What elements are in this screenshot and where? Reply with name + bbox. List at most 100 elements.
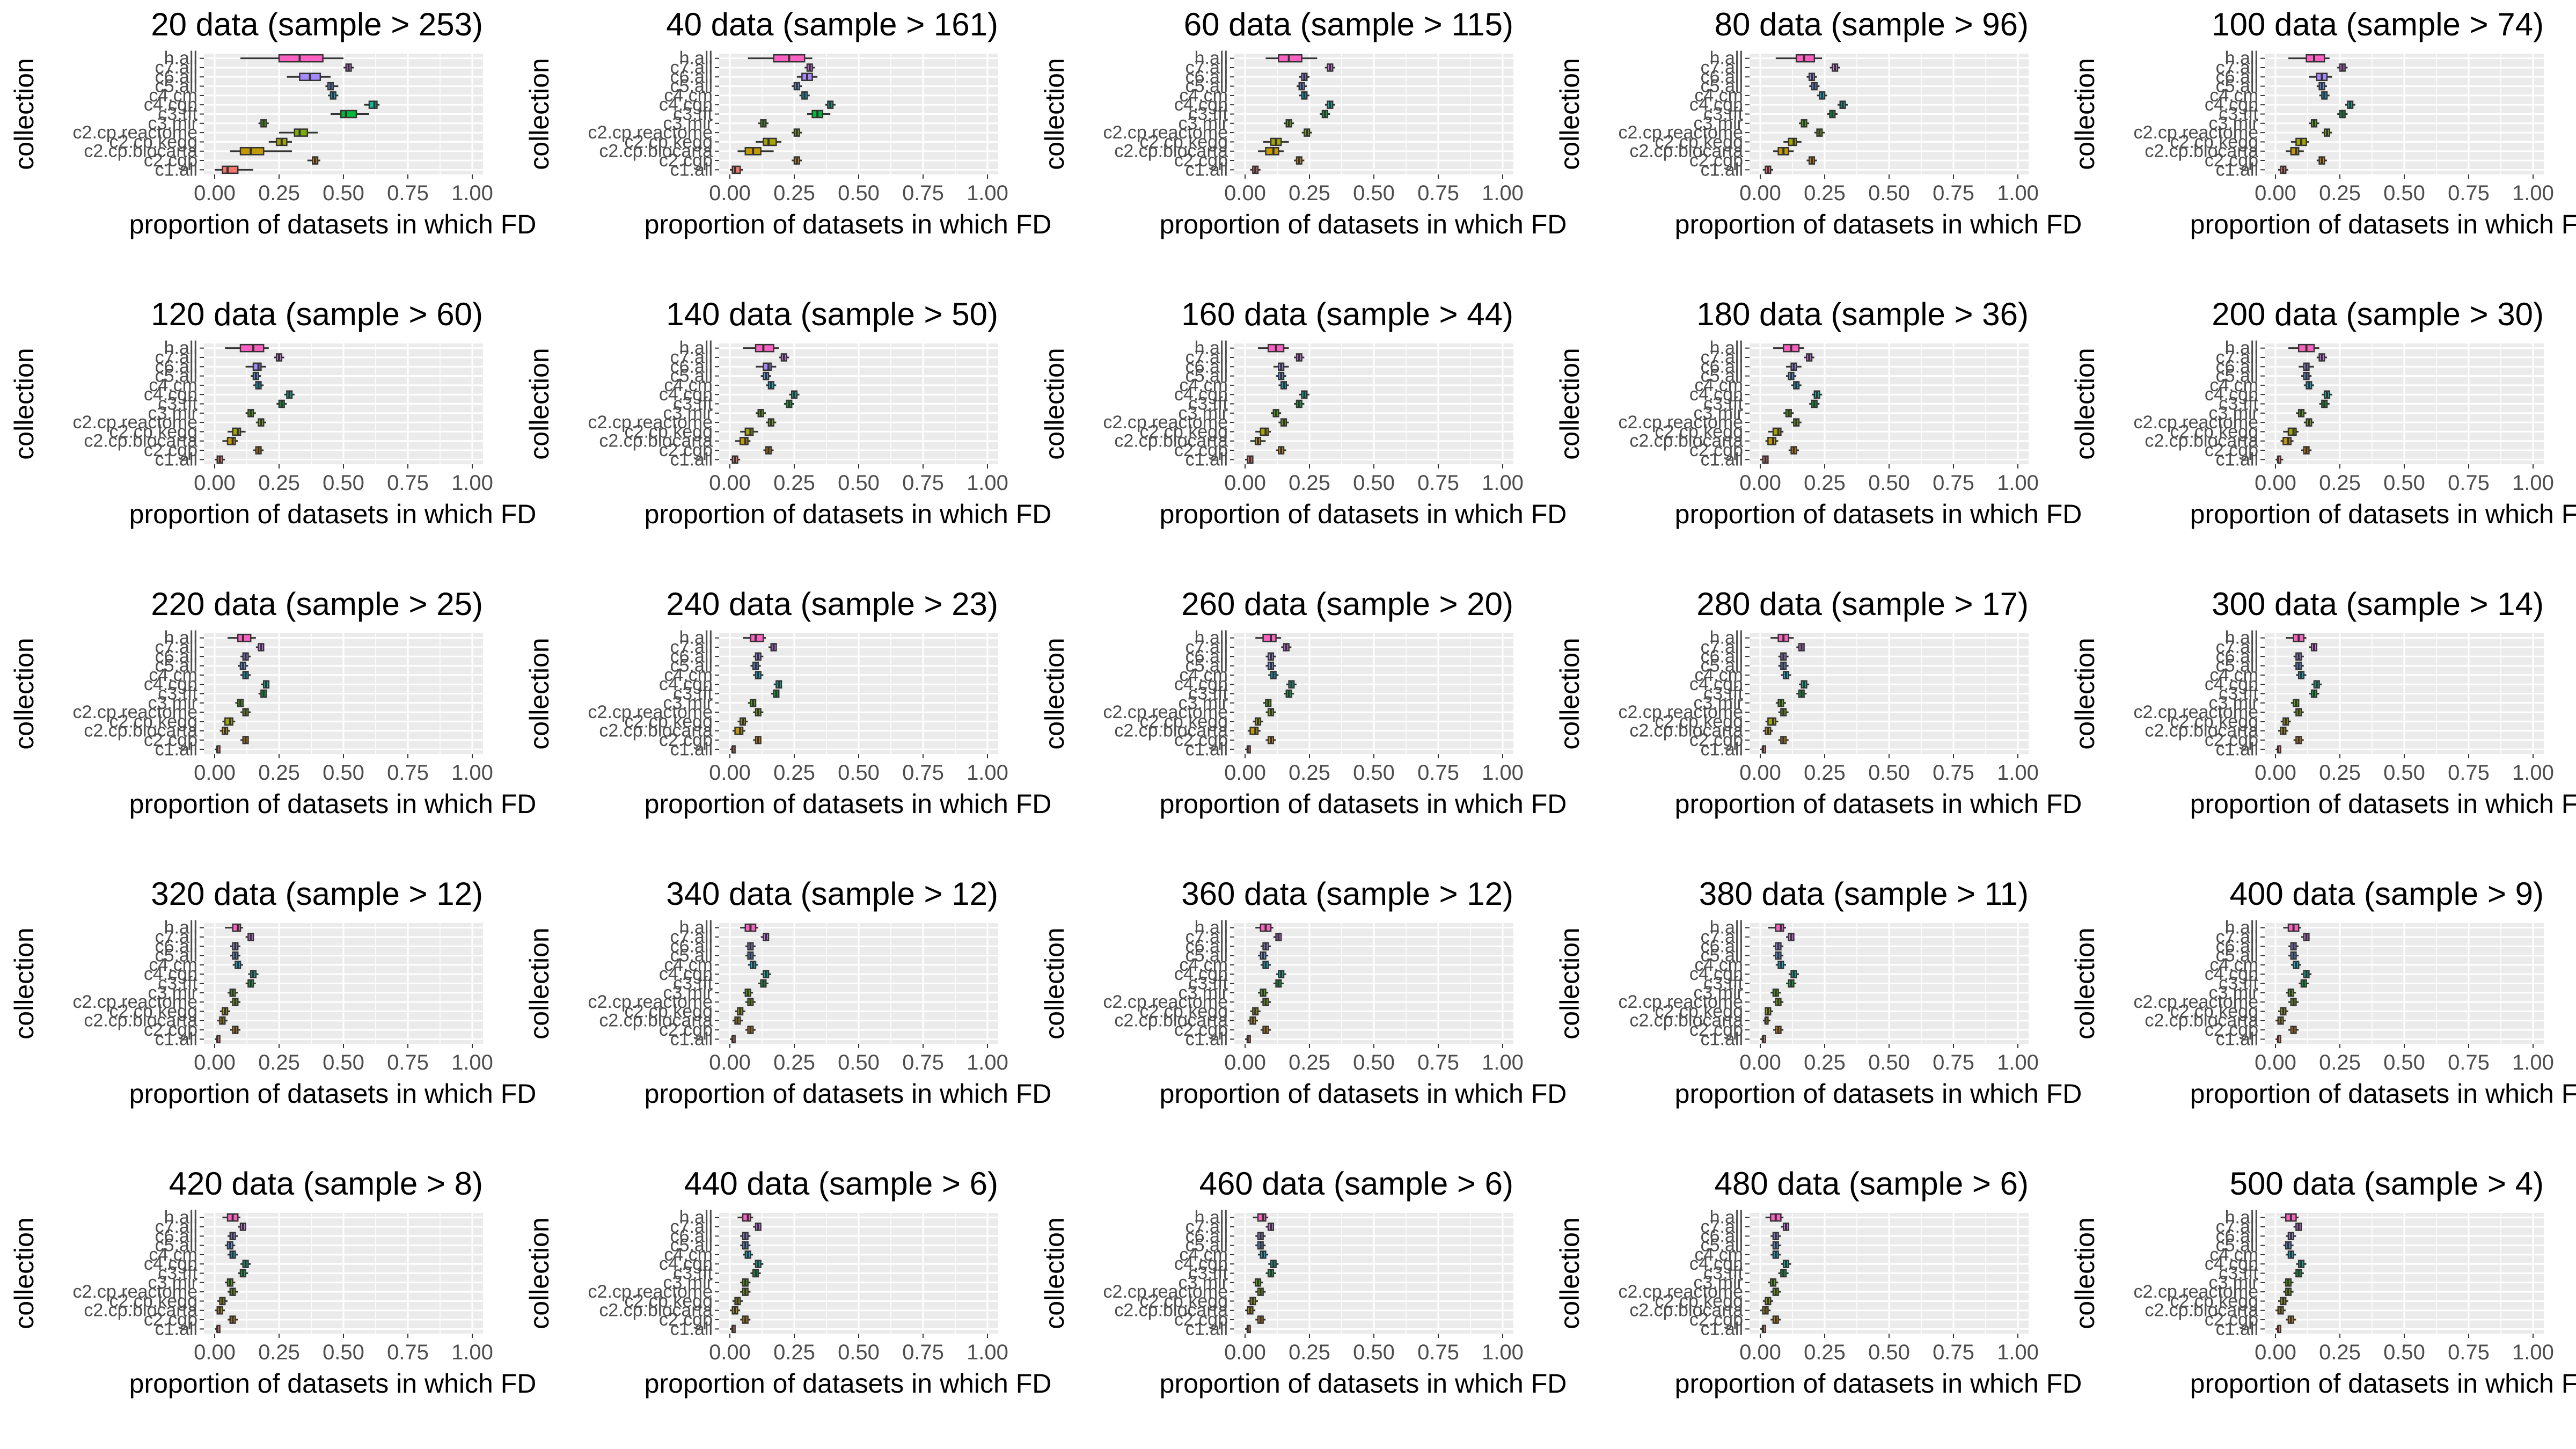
- category-tick-label: c2.cp.kegg: [1140, 711, 1228, 731]
- facet-panel: 500 data (sample > 4) h.allc7.allc6.allc5…: [2070, 1166, 2576, 1399]
- facet-title: 400 data (sample > 9): [2230, 876, 2544, 912]
- category-tick-label: h.all: [164, 628, 197, 648]
- category-tick-label: c5.all: [155, 1235, 197, 1256]
- category-tick-label: c3.tft: [673, 394, 713, 414]
- x-tick-label: 0.25: [773, 761, 815, 785]
- y-axis-title: collection: [1555, 348, 1585, 459]
- category-tick-label: c6.all: [2216, 356, 2258, 377]
- category-tick-label: c4.cgn: [2205, 674, 2258, 694]
- category-tick-label: c1.all: [155, 739, 197, 759]
- category-tick-label: c4.cgn: [144, 1254, 197, 1274]
- category-tick-label: c1.all: [670, 159, 713, 180]
- box-iqr: [734, 726, 744, 735]
- category-tick-label: c6.all: [1701, 646, 1743, 667]
- x-tick-label: 0.75: [902, 471, 944, 495]
- category-tick-label: c2.cp.reactome: [588, 992, 713, 1012]
- category-tick-label: c1.all: [1185, 1029, 1228, 1049]
- x-tick-label: 0.25: [1804, 1051, 1846, 1074]
- category-tick-label: c3.mir: [663, 403, 713, 423]
- box-iqr: [224, 717, 233, 726]
- category-tick-label: c2.cp.biocarta: [599, 1011, 713, 1031]
- x-tick-label: 0.00: [2255, 181, 2296, 205]
- category-tick-label: c4.cgn: [1689, 964, 1743, 984]
- x-tick-label: 0.25: [2319, 471, 2361, 495]
- category-tick-label: c3.tft: [1188, 104, 1228, 125]
- box-iqr: [1257, 1213, 1267, 1222]
- x-axis-title: proportion of datasets in which FD: [1675, 1368, 2082, 1399]
- category-tick-label: c2.cp.biocarta: [1629, 1300, 1743, 1321]
- category-tick-label: c7.all: [1185, 57, 1228, 78]
- category-tick-label: c3.tft: [1703, 104, 1743, 125]
- category-tick-label: c1.all: [670, 1029, 713, 1049]
- category-tick-label: c2.cp.kegg: [109, 131, 197, 152]
- category-tick-label: c4.cm: [149, 955, 197, 975]
- category-tick-label: c7.all: [155, 347, 197, 368]
- facet-title: 20 data (sample > 253): [151, 6, 483, 42]
- category-tick-label: c3.mir: [663, 693, 713, 713]
- box-iqr: [1262, 633, 1277, 642]
- category-tick-label: c4.cm: [149, 375, 197, 396]
- category-tick-label: c3.mir: [663, 113, 713, 134]
- category-tick-label: c2.cgp: [2205, 440, 2258, 460]
- x-tick-label: 0.00: [1739, 1051, 1781, 1074]
- category-tick-label: h.all: [2225, 1208, 2258, 1228]
- box-iqr: [368, 100, 378, 109]
- facet-title: 60 data (sample > 115): [1184, 6, 1513, 42]
- category-tick-label: c3.tft: [2219, 974, 2258, 994]
- y-axis-title: collection: [9, 927, 39, 1039]
- category-tick-label: c2.cp.kegg: [1655, 131, 1743, 152]
- category-tick-label: h.all: [1710, 338, 1743, 358]
- category-tick-label: c2.cp.reactome: [2134, 412, 2258, 433]
- x-tick-label: 0.50: [1353, 1051, 1395, 1074]
- box-iqr: [232, 923, 241, 932]
- category-tick-label: c2.cgp: [1174, 730, 1228, 750]
- category-tick-label: c2.cp.reactome: [73, 412, 197, 433]
- x-tick-label: 1.00: [1997, 1051, 2039, 1074]
- x-tick-label: 0.25: [773, 181, 815, 205]
- category-tick-label: c5.all: [1185, 76, 1228, 97]
- x-tick-label: 0.25: [1289, 471, 1330, 495]
- x-tick-label: 1.00: [451, 1341, 493, 1364]
- category-tick-label: c2.cgp: [1174, 150, 1228, 171]
- x-tick-label: 0.00: [709, 471, 751, 495]
- category-tick-label: c3.tft: [1703, 1263, 1743, 1284]
- facet-title: 240 data (sample > 23): [666, 586, 998, 622]
- category-tick-label: c4.cgn: [659, 94, 713, 115]
- facet-panel: 380 data (sample > 11)h.allc7.allc6.allc…: [1555, 876, 2082, 1109]
- facet-title: 380 data (sample > 11): [1699, 876, 2029, 912]
- category-tick-label: c2.cp.kegg: [625, 421, 713, 442]
- x-tick-label: 0.75: [1417, 471, 1459, 495]
- category-tick-label: c2.cp.biocarta: [599, 141, 713, 162]
- category-tick-label: c6.all: [670, 356, 713, 377]
- box-iqr: [1249, 726, 1259, 735]
- x-axis-title: proportion of datasets in which FD: [645, 1368, 1052, 1399]
- category-tick-label: c4.cm: [1694, 375, 1743, 396]
- facet-title: 320 data (sample > 12): [151, 876, 483, 912]
- category-tick-label: c2.cp.reactome: [2134, 122, 2258, 143]
- x-axis-title: proportion of datasets in which FD: [1675, 499, 2082, 529]
- category-tick-label: c7.all: [2216, 927, 2258, 947]
- x-tick-label: 0.50: [1868, 761, 1910, 785]
- category-tick-label: c7.all: [1701, 347, 1743, 368]
- category-tick-label: c1.all: [1701, 739, 1743, 759]
- x-tick-label: 0.00: [1739, 1341, 1781, 1364]
- x-tick-label: 0.25: [258, 471, 300, 495]
- facet-title: 120 data (sample > 60): [151, 296, 483, 332]
- box-iqr: [1278, 54, 1302, 63]
- category-tick-label: c1.all: [155, 159, 197, 180]
- category-tick-label: c2.cp.reactome: [73, 992, 197, 1012]
- category-tick-label: c2.cp.kegg: [109, 1001, 197, 1021]
- x-tick-label: 0.00: [2255, 1341, 2296, 1364]
- category-tick-label: c2.cp.reactome: [1619, 702, 1743, 722]
- category-tick-label: c2.cgp: [2205, 1309, 2258, 1330]
- category-tick-label: c2.cgp: [659, 150, 713, 171]
- category-tick-label: c7.all: [1185, 347, 1228, 368]
- category-tick-label: c2.cgp: [1689, 440, 1743, 460]
- category-tick-label: c4.cm: [1179, 1245, 1228, 1265]
- box-iqr: [1775, 923, 1784, 932]
- x-tick-label: 0.00: [194, 761, 236, 785]
- facet-title: 480 data (sample > 6): [1715, 1166, 2029, 1202]
- category-tick-label: c3.tft: [2219, 394, 2258, 414]
- category-tick-label: c4.cm: [149, 665, 197, 685]
